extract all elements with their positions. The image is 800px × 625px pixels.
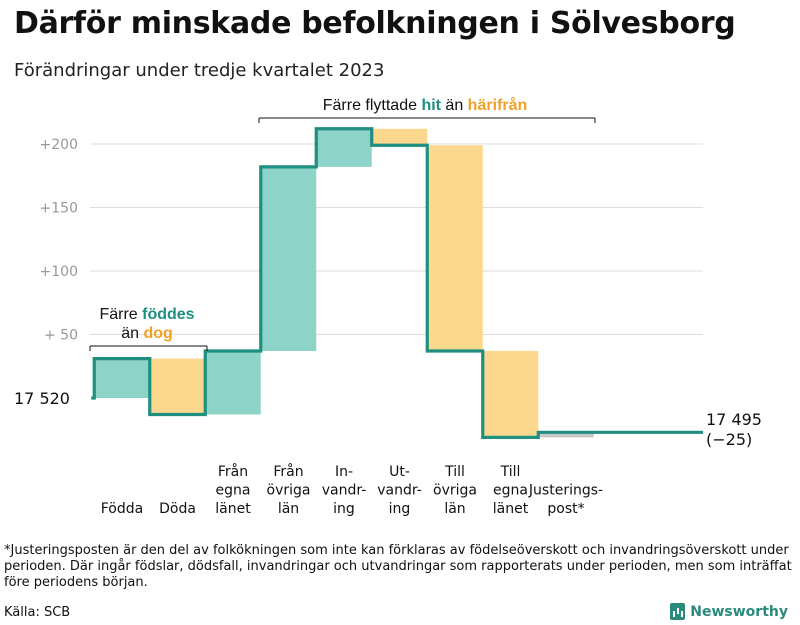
level-line <box>91 127 703 439</box>
waterfall-chart: +200 +150 +100 + 50 Födda Döda Från egna länet Fr… <box>14 96 762 517</box>
x-category-label: ing <box>333 501 355 517</box>
y-tick-label: +100 <box>40 264 78 280</box>
waterfall-bar <box>260 166 317 352</box>
brand-name: Newsworthy <box>690 603 788 620</box>
waterfall-bar <box>427 145 483 352</box>
waterfall-bar <box>371 128 428 146</box>
x-category-label: In- <box>335 464 353 480</box>
waterfall-bar <box>482 351 539 438</box>
waterfall-bar <box>94 358 150 398</box>
brand-logo: Newsworthy <box>670 603 788 620</box>
x-category-label: egna <box>493 483 528 499</box>
x-category-label: vandr- <box>377 483 422 499</box>
x-category-label: län <box>278 501 299 517</box>
annotation-births-line2: än dog <box>121 325 173 342</box>
newsworthy-icon <box>670 603 686 620</box>
waterfall-bar <box>205 351 261 415</box>
y-tick-label: +150 <box>40 201 78 217</box>
source-label: Källa: SCB <box>4 605 71 620</box>
x-category-label: Döda <box>159 501 196 517</box>
x-category-label: Justerings- <box>528 483 603 499</box>
y-tick-label: +200 <box>40 137 78 153</box>
chart-title: Därför minskade befolkningen i Sölvesbor… <box>14 6 736 41</box>
x-category-label: Födda <box>101 501 143 517</box>
x-category-label: övriga <box>267 483 311 499</box>
x-category-label: vandr- <box>322 483 367 499</box>
x-category-label: Till <box>500 464 521 480</box>
x-category-label: Från <box>218 463 248 480</box>
x-category-label: länet <box>215 501 251 517</box>
y-tick-label: + 50 <box>44 328 78 344</box>
waterfall-bar <box>149 358 206 415</box>
start-value-label: 17 520 <box>14 389 70 408</box>
x-category-label: län <box>444 501 465 517</box>
x-category-label: egna <box>216 483 251 499</box>
x-category-label: post* <box>547 501 584 517</box>
waterfall-bar <box>316 128 372 167</box>
footnote: *Justeringsposten är den del av folkökni… <box>4 543 792 590</box>
x-category-label: Ut- <box>389 464 410 480</box>
annotation-births-line1: Färre föddes <box>99 306 194 323</box>
end-value-label: 17 495 <box>706 410 762 429</box>
x-category-label: övriga <box>433 483 477 499</box>
chart-subtitle: Förändringar under tredje kvartalet 2023 <box>14 60 385 81</box>
x-category-label: länet <box>493 501 529 517</box>
end-change-label: (−25) <box>706 430 752 449</box>
x-category-label: Till <box>444 464 465 480</box>
annotation-migration: Färre flyttade hit än härifrån <box>323 96 528 114</box>
x-category-label: ing <box>389 501 411 517</box>
waterfall-bar <box>538 432 594 438</box>
x-category-label: Från <box>273 463 303 480</box>
